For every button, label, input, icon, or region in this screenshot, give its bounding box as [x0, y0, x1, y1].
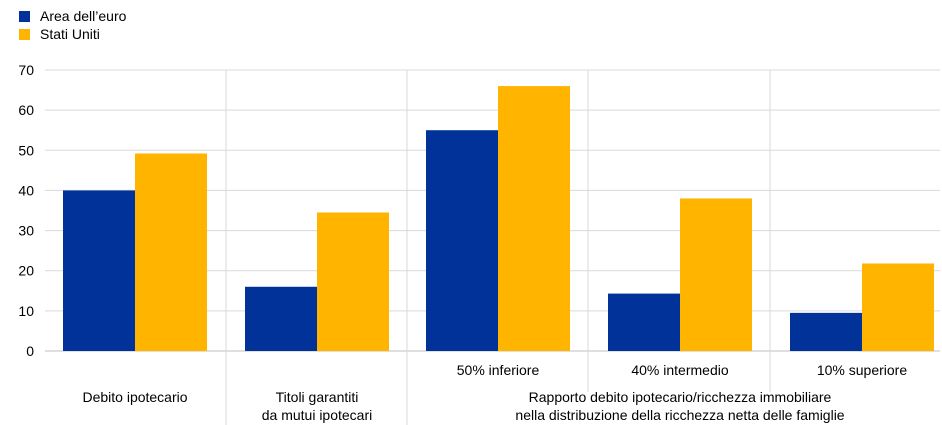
legend-label: Stati Uniti [40, 26, 100, 42]
legend: Area dell’euro Stati Uniti [19, 8, 127, 42]
bar [426, 130, 498, 351]
bars [63, 86, 934, 352]
y-tick-label: 20 [18, 263, 34, 279]
y-tick-label: 50 [18, 142, 34, 158]
x-tick-label: 50% inferiore [457, 362, 540, 378]
x-tick-label: Debito ipotecario [82, 389, 187, 405]
x-axis-labels: Debito ipotecario Titoli garantiti da mutu… [82, 362, 907, 423]
bar [498, 86, 570, 352]
y-tick-label: 0 [26, 343, 34, 359]
y-tick-label: 70 [18, 62, 34, 78]
group-label: nella distribuzione della ricchezza nett… [515, 407, 844, 423]
category-dividers [225, 70, 771, 425]
y-axis: 0 10 20 30 40 50 60 70 [18, 62, 34, 359]
bar [317, 212, 389, 351]
bar [790, 312, 862, 351]
y-tick-label: 40 [18, 182, 34, 198]
bar [63, 190, 135, 351]
y-tick-label: 10 [18, 303, 34, 319]
x-tick-label: 40% intermedio [631, 362, 728, 378]
legend-swatch [19, 11, 30, 22]
bar [862, 263, 934, 351]
y-tick-label: 60 [18, 102, 34, 118]
x-tick-label: da mutui ipotecari [262, 407, 373, 423]
group-label: Rapporto debito ipotecario/ricchezza imm… [529, 389, 832, 405]
bar [608, 293, 680, 351]
y-tick-label: 30 [18, 223, 34, 239]
legend-label: Area dell’euro [40, 8, 127, 24]
bar [245, 286, 317, 351]
x-tick-label: 10% superiore [817, 362, 907, 378]
legend-swatch [19, 29, 30, 40]
x-tick-label: Titoli garantiti [276, 389, 359, 405]
bar [135, 153, 207, 351]
bar [680, 198, 752, 351]
